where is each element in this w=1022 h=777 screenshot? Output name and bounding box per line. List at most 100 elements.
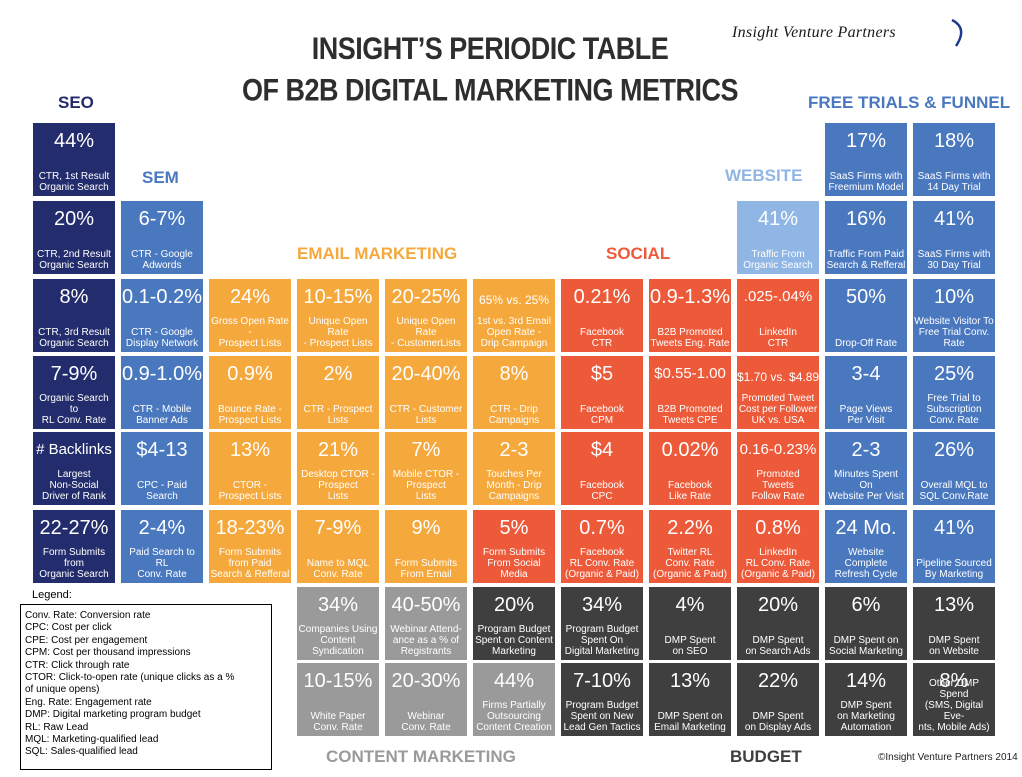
metric-cell: 18% SaaS Firms with 14 Day Trial — [913, 123, 995, 196]
metric-value: 10% — [933, 286, 975, 308]
metric-cell: 44% CTR, 1st Result Organic Search — [33, 123, 115, 196]
metric-cell: 0.1-0.2% CTR - Google Display Network — [121, 279, 203, 352]
metric-cell: 2% CTR - Prospect Lists — [297, 356, 379, 429]
metric-cell: 10% Website Visitor To Free Trial Conv. R… — [913, 279, 995, 352]
metric-value: 7-9% — [50, 363, 98, 385]
metric-label: Touches Per Month - Drip Campaigns — [486, 469, 542, 502]
metric-label: Bounce Rate - Prospect Lists — [218, 404, 282, 426]
metric-label: Firms Partially Outsourcing Content Crea… — [476, 700, 552, 733]
metric-label: Largest Non-Social Driver of Rank — [42, 469, 106, 502]
metric-cell: 24 Mo. Website Complete Refresh Cycle — [825, 510, 907, 583]
metric-cell: 34% Program Budget Spent On Digital Marke… — [561, 587, 643, 660]
metric-cell: 20% CTR, 2nd Result Organic Search — [33, 201, 115, 274]
metric-value: 20-25% — [391, 286, 461, 308]
metric-value: 41% — [933, 208, 975, 230]
metric-cell: 0.9-1.0% CTR - Mobile Banner Ads — [121, 356, 203, 429]
metric-cell: .025-.04% LinkedIn CTR — [737, 279, 819, 352]
metric-cell: 40-50% Webinar Attend- ance as a % of Reg… — [385, 587, 467, 660]
metric-label: B2B Promoted Tweets Eng. Rate — [650, 327, 730, 349]
metric-value: 2-4% — [138, 517, 186, 539]
metric-cell: 65% vs. 25% 1st vs. 3rd Email Open Rate -… — [473, 279, 555, 352]
metric-cell: 7-10% Program Budget Spent on New Lead Ge… — [561, 663, 643, 736]
metric-value: 8% — [939, 670, 969, 692]
metric-label: SaaS Firms with 14 Day Trial — [917, 171, 991, 193]
metric-value: 0.16-0.23% — [739, 441, 817, 458]
metric-cell: 20-25% Unique Open Rate - CustomerLists — [385, 279, 467, 352]
metric-value: 20-30% — [391, 670, 461, 692]
metric-label: CTR - Google Display Network — [125, 327, 199, 349]
metric-value: 20% — [757, 594, 799, 616]
metric-value: $4-13 — [136, 439, 188, 461]
brand-logo: Insight Venture Partners — [732, 24, 896, 41]
category-sem: SEM — [142, 168, 179, 187]
metric-cell: 6-7% CTR - Google Adwords — [121, 201, 203, 274]
metric-value: 2-3 — [851, 439, 881, 461]
metric-cell: 18-23% Form Submits from Paid Search & Re… — [209, 510, 291, 583]
metric-cell: 4% DMP Spent on SEO — [649, 587, 731, 660]
legend-item: MQL: Marketing-qualified lead — [25, 734, 159, 746]
metric-cell: 2-4% Paid Search to RL Conv. Rate — [121, 510, 203, 583]
metric-value: 13% — [229, 439, 271, 461]
metric-label: DMP Spent on Social Marketing — [829, 635, 903, 657]
metric-label: DMP Spent on Email Marketing — [654, 711, 726, 733]
metric-cell: 16% Traffic From Paid Search & Refferal — [825, 201, 907, 274]
metric-cell: 7-9% Organic Search to RL Conv. Rate — [33, 356, 115, 429]
metric-value: 6% — [851, 594, 881, 616]
metric-value: 8% — [499, 363, 529, 385]
metric-cell: 41% Pipeline Sourced By Marketing — [913, 510, 995, 583]
metric-cell: 50% Drop-Off Rate — [825, 279, 907, 352]
metric-cell: 17% SaaS Firms with Freemium Model — [825, 123, 907, 196]
metric-label: 1st vs. 3rd Email Open Rate - Drip Campa… — [477, 316, 551, 349]
metric-value: # Backlinks — [36, 441, 112, 458]
legend-item: CTOR: Click-to-open rate (unique clicks … — [25, 672, 235, 696]
metric-label: Facebook RL Conv. Rate (Organic & Paid) — [565, 547, 639, 580]
metric-value: 7% — [411, 439, 441, 461]
metric-cell: 20-40% CTR - Customer Lists — [385, 356, 467, 429]
metric-label: CTR, 1st Result Organic Search — [38, 171, 110, 193]
metric-label: Form Submits from Organic Search — [39, 547, 109, 580]
metric-value: 34% — [317, 594, 359, 616]
category-budget: BUDGET — [730, 747, 802, 766]
metric-label: Drop-Off Rate — [834, 338, 898, 349]
metric-label: Program Budget Spent on Content Marketin… — [475, 624, 553, 657]
metric-cell: 25% Free Trial to Subscription Conv. Rate — [913, 356, 995, 429]
metric-value: 13% — [933, 594, 975, 616]
title-line-1: INSIGHT’S PERIODIC TABLE — [311, 31, 669, 66]
metric-cell: 7-9% Name to MQL Conv. Rate — [297, 510, 379, 583]
metric-value: 18% — [933, 130, 975, 152]
metric-label: Unique Open Rate - Prospect Lists — [303, 316, 373, 349]
metric-value: 20% — [493, 594, 535, 616]
metric-cell: 0.8% LinkedIn RL Conv. Rate (Organic & Pa… — [737, 510, 819, 583]
category-seo: SEO — [58, 93, 94, 112]
legend-item: Conv. Rate: Conversion rate — [25, 610, 151, 621]
metric-label: SaaS Firms with Freemium Model — [828, 171, 904, 193]
metric-label: Unique Open Rate - CustomerLists — [390, 316, 461, 349]
metric-cell: 41% Traffic From Organic Search — [737, 201, 819, 274]
metric-value: 10-15% — [303, 286, 373, 308]
metric-value: 8% — [59, 286, 89, 308]
metric-label: Program Budget Spent on New Lead Gen Tac… — [563, 700, 641, 733]
metric-label: CTR, 3rd Result Organic Search — [38, 327, 110, 349]
metric-value: $5 — [590, 363, 614, 385]
legend-item: CPE: Cost per engagement — [25, 634, 148, 646]
metric-value: 0.02% — [661, 439, 719, 461]
metric-cell: 13% CTOR - Prospect Lists — [209, 432, 291, 505]
metric-value: .025-.04% — [743, 288, 813, 305]
legend-item: CPM: Cost per thousand impressions — [25, 647, 191, 659]
metric-label: DMP Spent on Marketing Automation — [837, 700, 895, 733]
metric-cell: 20% DMP Spent on Search Ads — [737, 587, 819, 660]
metric-label: Website Complete Refresh Cycle — [834, 547, 898, 580]
category-email: EMAIL MARKETING — [297, 244, 458, 263]
metric-label: SaaS Firms with 30 Day Trial — [917, 249, 991, 271]
metric-label: Traffic From Paid Search & Refferal — [826, 249, 906, 271]
metric-value: 13% — [669, 670, 711, 692]
metric-value: 40-50% — [391, 594, 461, 616]
metric-label: LinkedIn CTR — [759, 327, 797, 349]
metric-label: Form Submits from Paid Search & Refferal — [210, 547, 290, 580]
category-social: SOCIAL — [606, 244, 671, 263]
metric-cell: 2-3 Minutes Spent On Website Per Visit — [825, 432, 907, 505]
metric-value: 20% — [53, 208, 95, 230]
metric-cell: 10-15% Unique Open Rate - Prospect Lists — [297, 279, 379, 352]
metric-cell: 5% Form Submits From Social Media — [473, 510, 555, 583]
metric-label: Webinar Conv. Rate — [401, 711, 451, 733]
